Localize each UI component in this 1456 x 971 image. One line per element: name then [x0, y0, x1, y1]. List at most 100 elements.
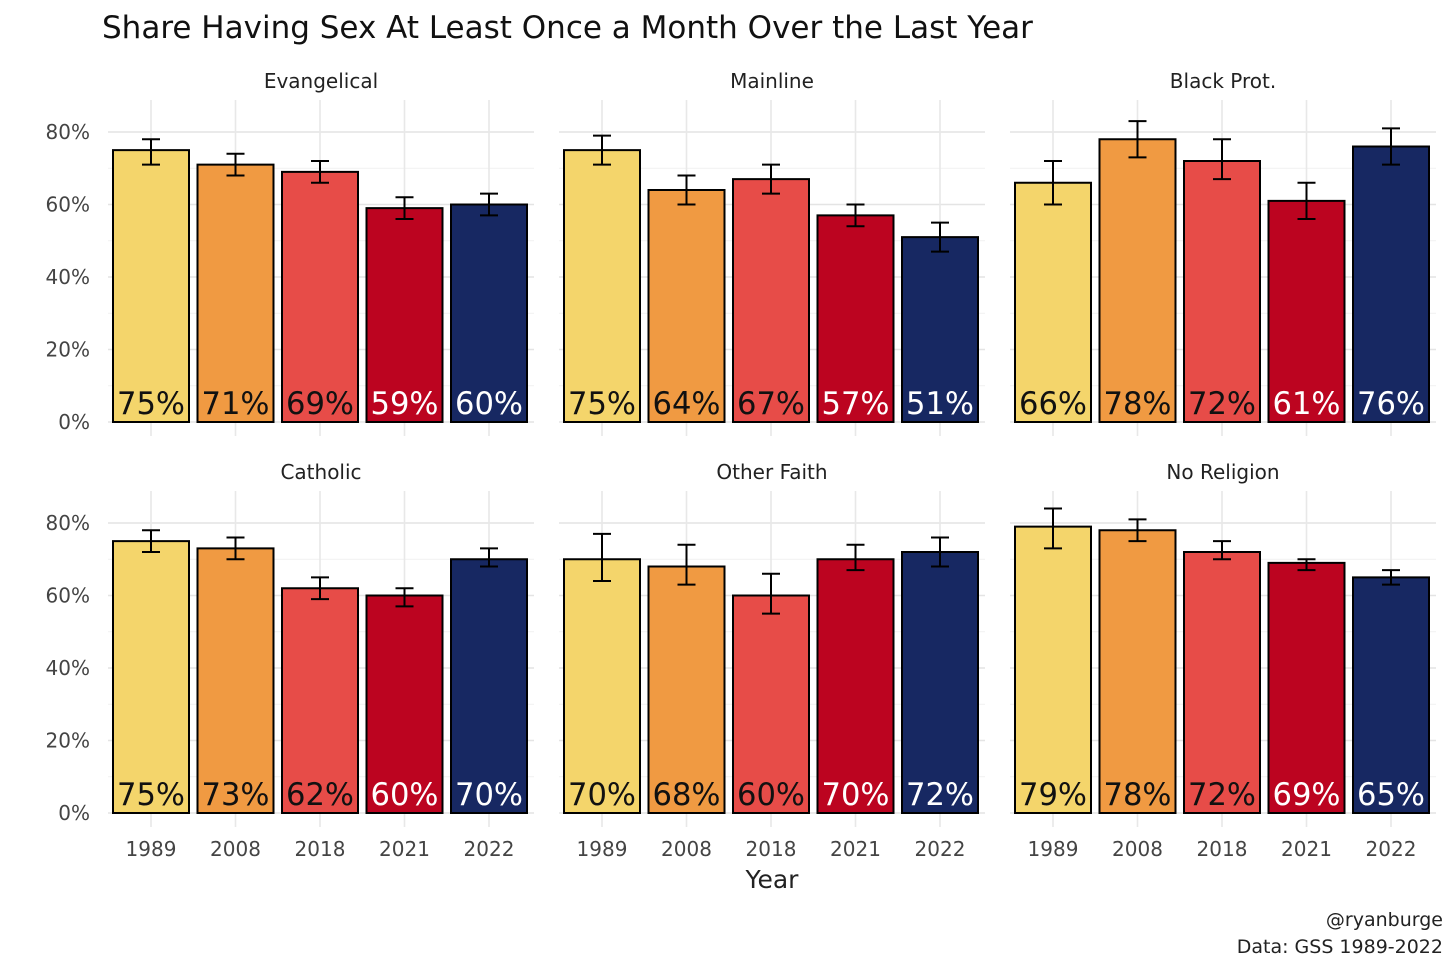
facet-panels: Evangelical 0% 20% 40% 60% 80% 75% 71% 69% 59% 60%… [46, 69, 1436, 861]
bar [816, 214, 895, 423]
bar-value-label: 67% [737, 386, 805, 422]
bar-value-label: 64% [653, 386, 721, 422]
x-tick-label: 2018 [295, 837, 346, 861]
bar-value-label: 60% [455, 386, 523, 422]
bar-value-label: 79% [1019, 777, 1087, 813]
bar-value-label: 57% [822, 386, 890, 422]
bar [816, 558, 895, 814]
x-tick-label: 2008 [210, 837, 261, 861]
facet-panel: Catholic 0% 20% 40% 60% 80% 75% 73% 62% 60% 70% 198… [46, 460, 534, 861]
y-tick-label: 40% [46, 656, 90, 680]
bar-value-label: 62% [286, 777, 354, 813]
bar-value-label: 71% [202, 386, 270, 422]
bar-value-label: 59% [371, 386, 439, 422]
x-tick-label: 2018 [1197, 837, 1248, 861]
x-tick-label: 2022 [915, 837, 966, 861]
facet-panel: Evangelical 0% 20% 40% 60% 80% 75% 71% 69% 59% 60% [46, 69, 534, 436]
bar [647, 189, 726, 423]
bar [112, 149, 190, 423]
bar-value-label: 73% [202, 777, 270, 813]
bar [1352, 576, 1430, 814]
bar [112, 540, 190, 814]
x-tick-label: 1989 [1028, 837, 1079, 861]
bar [450, 558, 528, 814]
bar-value-label: 70% [455, 777, 523, 813]
facet-title: No Religion [1166, 460, 1279, 484]
x-tick-label: 2018 [746, 837, 797, 861]
bar-value-label: 68% [653, 777, 721, 813]
bar [450, 203, 528, 423]
x-tick-label: 2022 [464, 837, 515, 861]
facet-panel: Black Prot. 66% 78% 72% 61% 76% [1010, 69, 1436, 436]
y-tick-label: 0% [58, 410, 90, 434]
bar-value-label: 70% [822, 777, 890, 813]
y-tick-label: 60% [46, 584, 90, 608]
facet-panel: Other Faith 70% 68% 60% 70% 72% 1989 2008 2018 20… [559, 460, 985, 861]
y-tick-label: 80% [46, 120, 90, 144]
bar-value-label: 78% [1104, 777, 1172, 813]
y-tick-label: 40% [46, 265, 90, 289]
bar [1098, 529, 1177, 814]
bar-value-label: 66% [1019, 386, 1087, 422]
x-tick-label: 2008 [661, 837, 712, 861]
bar [563, 149, 641, 423]
y-tick-label: 0% [58, 801, 90, 825]
bar [1098, 138, 1177, 423]
x-tick-label: 2022 [1366, 837, 1417, 861]
bar [901, 551, 979, 814]
bar [563, 558, 641, 814]
bar-value-label: 69% [1273, 777, 1341, 813]
facet-panel: No Religion 79% 78% 72% 69% 65% 1989 2008 2018 20… [1010, 460, 1436, 861]
caption-author: @ryanburge [1326, 909, 1443, 931]
x-tick-label: 1989 [126, 837, 177, 861]
bar [1267, 199, 1346, 423]
bar-value-label: 60% [371, 777, 439, 813]
chart-title: Share Having Sex At Least Once a Month O… [102, 10, 1033, 46]
facet-title: Evangelical [264, 69, 378, 93]
y-tick-label: 80% [46, 511, 90, 535]
bar [901, 236, 979, 423]
bar [365, 207, 444, 423]
bar-value-label: 60% [737, 777, 805, 813]
x-tick-label: 2021 [1281, 837, 1332, 861]
bar-value-label: 78% [1104, 386, 1172, 422]
bar [281, 170, 359, 423]
y-tick-label: 20% [46, 729, 90, 753]
bar [1267, 561, 1346, 814]
facet-title: Other Faith [716, 460, 827, 484]
bar-value-label: 51% [906, 386, 974, 422]
bar [1014, 525, 1092, 814]
bar [196, 547, 275, 814]
bar-value-label: 72% [1188, 386, 1256, 422]
bar-value-label: 75% [117, 386, 185, 422]
bar-value-label: 75% [117, 777, 185, 813]
bar [365, 594, 444, 814]
facet-title: Catholic [280, 460, 361, 484]
bar-value-label: 61% [1273, 386, 1341, 422]
x-tick-label: 2008 [1112, 837, 1163, 861]
facet-title: Mainline [730, 69, 814, 93]
bar-value-label: 72% [1188, 777, 1256, 813]
bar-value-label: 75% [568, 386, 636, 422]
bar-value-label: 65% [1357, 777, 1425, 813]
x-tick-label: 2021 [830, 837, 881, 861]
bar-value-label: 76% [1357, 386, 1425, 422]
facet-title: Black Prot. [1170, 69, 1276, 93]
x-axis-label: Year [745, 865, 800, 894]
y-tick-label: 20% [46, 338, 90, 362]
bar-value-label: 69% [286, 386, 354, 422]
caption-source: Data: GSS 1989-2022 [1237, 936, 1443, 958]
x-tick-label: 1989 [577, 837, 628, 861]
facet-panel: Mainline 75% 64% 67% 57% 51% [559, 69, 985, 436]
bar-value-label: 70% [568, 777, 636, 813]
bar [281, 587, 359, 814]
bar-value-label: 72% [906, 777, 974, 813]
y-tick-label: 60% [46, 193, 90, 217]
bar [196, 163, 275, 423]
bar [1352, 145, 1430, 423]
x-tick-label: 2021 [379, 837, 430, 861]
bar [732, 178, 810, 423]
bar [1183, 551, 1261, 814]
bar [1183, 160, 1261, 423]
